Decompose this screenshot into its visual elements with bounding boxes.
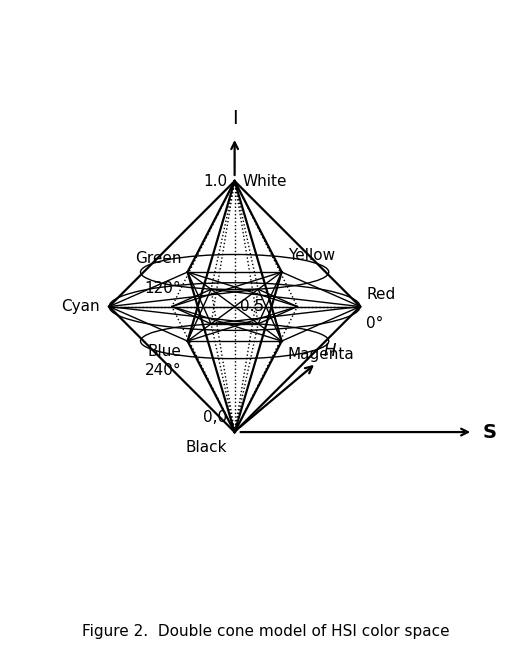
Text: Figure 2.  Double cone model of HSI color space: Figure 2. Double cone model of HSI color…: [82, 624, 450, 639]
Text: 240°: 240°: [145, 363, 181, 378]
Text: White: White: [242, 173, 287, 188]
Text: H: H: [324, 342, 336, 360]
Text: Yellow: Yellow: [288, 248, 335, 263]
Text: Cyan: Cyan: [61, 299, 99, 314]
Text: Green: Green: [135, 251, 181, 266]
Text: Blue: Blue: [147, 344, 181, 359]
Text: 0°: 0°: [367, 316, 384, 331]
Text: Black: Black: [186, 439, 227, 454]
Text: Magenta: Magenta: [288, 348, 355, 363]
Text: 1.0: 1.0: [203, 173, 227, 188]
Text: S: S: [483, 422, 496, 441]
Text: I: I: [232, 109, 237, 128]
Text: 120°: 120°: [145, 282, 181, 297]
Text: Red: Red: [367, 286, 396, 301]
Text: 0,0: 0,0: [203, 409, 227, 424]
Text: 0.5: 0.5: [239, 299, 264, 314]
